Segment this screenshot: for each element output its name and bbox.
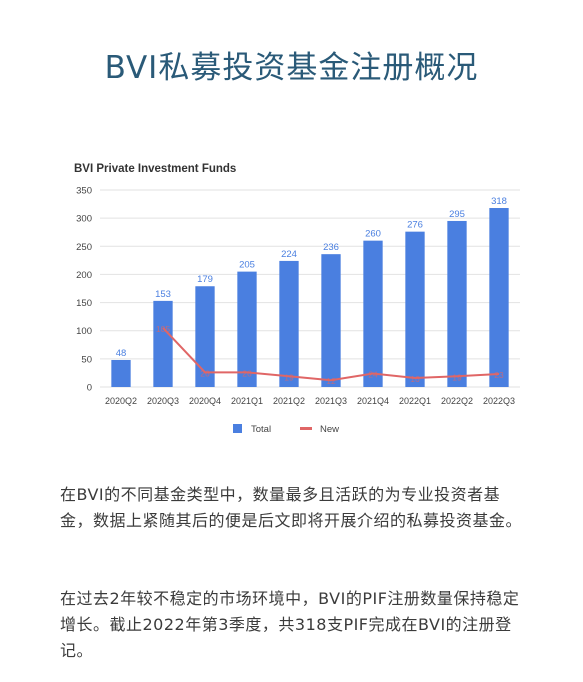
chart-svg: 0 50 100 150 200 250 300 350 48 2020Q2 153 2020Q3 17… [76,186,520,435]
bar-data-label: 153 [155,289,171,300]
bar-total [111,359,131,387]
line-data-label: 26 [242,368,252,378]
bar-data-label: 276 [407,220,423,231]
line-data-label: 19 [452,372,462,382]
bar-total [195,286,215,387]
bar-total [153,300,173,387]
y-tick-label: 150 [76,298,92,309]
chart-container: BVI Private Investment Funds 0 50 100 150 20… [58,155,528,455]
bar-data-label: 295 [449,209,465,220]
line-data-label: 12 [326,376,336,386]
y-tick-label: 0 [87,383,92,394]
bar-data-label: 179 [197,274,213,285]
x-tick-label: 2020Q2 [105,396,137,406]
legend-swatch-new [300,427,312,430]
legend-swatch-total [233,424,242,433]
line-data-label: 19 [284,372,294,382]
line-data-label: 16 [410,374,420,384]
bar-total [237,271,257,387]
x-tick-label: 2020Q4 [189,396,221,406]
y-tick-label: 100 [76,326,92,337]
bar-data-label: 48 [116,348,127,359]
bar-total [405,231,425,387]
x-tick-label: 2022Q3 [483,396,515,406]
series-line-new [162,327,500,382]
bar-data-label: 260 [365,229,381,240]
bar-total [489,208,509,387]
legend-label-new: New [320,424,339,435]
line-data-label: 23 [494,370,504,380]
bar-total [279,260,299,387]
bar-data-label: 205 [239,260,255,271]
x-tick-label: 2021Q1 [231,396,263,406]
line-data-label: 26 [200,368,210,378]
y-tick-label: 300 [76,214,92,225]
x-tick-label: 2021Q4 [357,396,389,406]
y-tick-label: 200 [76,270,92,281]
bar-total [447,220,467,387]
bar-data-label: 224 [281,249,297,260]
paragraph-1: 在BVI的不同基金类型中，数量最多且活跃的为专业投资者基金，数据上紧随其后的便是… [60,485,523,530]
bar-data-label: 318 [491,196,507,207]
bar-data-label: 236 [323,242,339,253]
bar-total [321,254,341,387]
chart-title: BVI Private Investment Funds [74,163,237,175]
y-tick-label: 250 [76,242,92,253]
y-tick-label: 50 [81,354,92,365]
x-tick-label: 2021Q2 [273,396,305,406]
legend-label-total: Total [251,424,271,435]
x-tick-label: 2022Q2 [441,396,473,406]
y-tick-label: 350 [76,186,92,197]
line-data-label: 105 [156,324,170,334]
page-title: BVI私募投资基金注册概况 [104,50,479,86]
bar-total [363,240,383,387]
x-tick-label: 2021Q3 [315,396,347,406]
paragraph-2: 在过去2年较不稳定的市场环境中，BVI的PIF注册数量保持稳定增长。截止2022… [60,589,520,660]
x-tick-label: 2020Q3 [147,396,179,406]
line-data-label: 24 [368,369,378,379]
x-tick-label: 2022Q1 [399,396,431,406]
